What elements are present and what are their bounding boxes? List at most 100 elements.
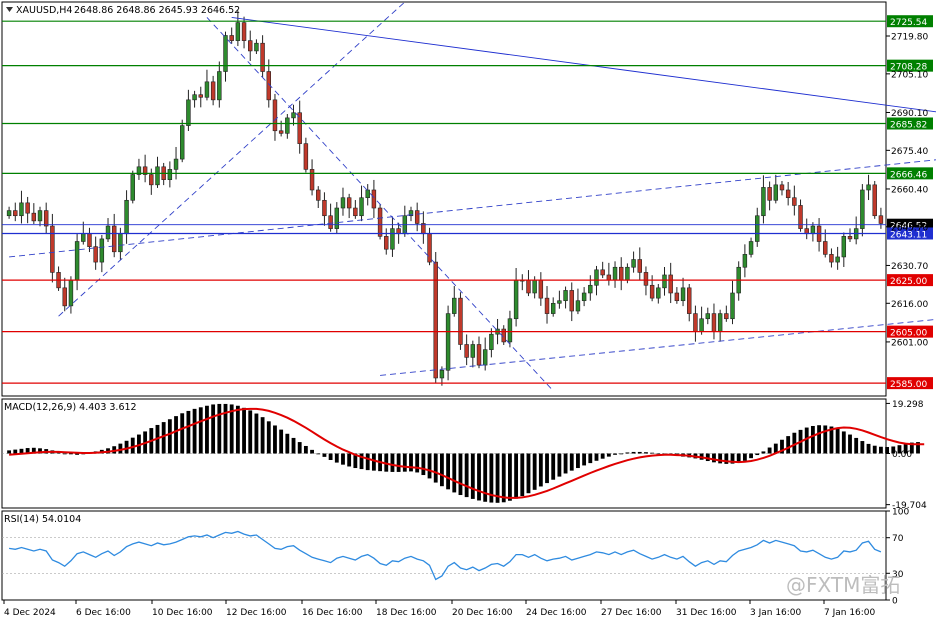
macd-histogram-bar — [75, 453, 80, 455]
candle — [550, 297, 556, 317]
bull-candle-body — [482, 349, 488, 366]
macd-histogram-bar — [625, 452, 630, 454]
macd-histogram-bar — [817, 425, 821, 454]
candle — [340, 187, 346, 216]
bull-candle-body — [470, 344, 476, 358]
macd-histogram-bar — [161, 422, 166, 454]
candle — [217, 61, 222, 108]
macd-histogram-bar — [712, 453, 716, 463]
bear-candle-body — [433, 261, 438, 379]
macd-histogram-bar — [427, 453, 432, 479]
macd-histogram-bar — [180, 413, 185, 454]
candle — [860, 184, 865, 237]
macd-histogram-bar — [576, 453, 580, 469]
macd-histogram-bar — [773, 443, 778, 454]
bear-candle-body — [384, 236, 389, 250]
macd-histogram-bar — [557, 453, 562, 477]
bull-candle-body — [755, 215, 760, 242]
chart-menu-triangle-icon[interactable] — [6, 7, 13, 12]
candle — [742, 244, 748, 278]
bear-candle-body — [328, 215, 333, 229]
candle — [489, 328, 494, 358]
macd-histogram-bar — [538, 453, 543, 487]
price-label-bg — [887, 59, 933, 72]
candle — [93, 236, 98, 270]
bull-candle-body — [130, 174, 135, 201]
price-label: 2685.82 — [890, 120, 927, 130]
bull-candle-body — [705, 313, 710, 320]
bear-candle-body — [229, 35, 234, 41]
candle — [581, 287, 587, 307]
macd-histogram-bar — [186, 410, 191, 454]
macd-histogram-bar — [742, 453, 747, 461]
bear-candle-body — [767, 187, 772, 201]
macd-histogram-bar — [409, 453, 413, 472]
bull-candle-body — [19, 202, 24, 217]
macd-histogram-bar — [285, 433, 290, 454]
bear-candle-body — [526, 279, 531, 294]
candle — [563, 286, 568, 309]
bear-candle-body — [248, 40, 253, 52]
main-panel-frame — [1, 1, 887, 397]
price-label: 2725.54 — [890, 18, 927, 28]
bull-candle-body — [105, 225, 111, 240]
bull-candle-body — [612, 266, 618, 281]
candle — [155, 156, 160, 188]
macd-histogram-bar — [19, 448, 24, 454]
bull-candle-body — [581, 292, 587, 302]
candle — [544, 286, 550, 324]
price-label-bg — [887, 377, 933, 390]
macd-histogram-bar — [656, 453, 661, 455]
macd-histogram-bar — [198, 407, 203, 454]
macd-histogram-bar — [718, 453, 723, 464]
bear-candle-body — [674, 292, 680, 302]
macd-histogram-bar — [266, 421, 271, 454]
candle — [730, 280, 735, 325]
macd-histogram-bar — [891, 446, 896, 454]
price-label: 2666.46 — [890, 170, 927, 180]
candle — [433, 252, 438, 384]
macd-histogram-bar — [112, 446, 117, 454]
candle — [359, 185, 364, 222]
bear-candle-body — [643, 272, 649, 286]
macd-histogram-bar — [13, 449, 18, 454]
candle — [656, 283, 661, 304]
bull-candle-body — [631, 259, 636, 268]
bear-candle-body — [25, 202, 30, 214]
candle — [445, 305, 451, 381]
candle — [507, 310, 513, 348]
macd-histogram-bar — [501, 453, 506, 503]
bull-candle-body — [254, 42, 259, 52]
macd-histogram-bar — [829, 426, 834, 454]
bear-candle-body — [272, 99, 278, 132]
macd-histogram-bar — [371, 453, 376, 471]
macd-histogram-bar — [909, 442, 914, 454]
bull-candle-body — [625, 266, 630, 281]
candle — [829, 248, 834, 268]
bull-candle-body — [841, 236, 847, 258]
candle — [291, 104, 296, 126]
price-label: 2643.11 — [890, 230, 927, 240]
bull-candle-body — [761, 187, 766, 217]
macd-histogram-bar — [328, 453, 333, 460]
macd-histogram-bar — [390, 453, 395, 472]
macd-signal-line — [9, 407, 925, 499]
candle — [631, 251, 636, 273]
bull-candle-body — [334, 207, 340, 229]
bear-candle-body — [427, 233, 432, 263]
bear-candle-body — [142, 166, 148, 175]
candle — [192, 90, 197, 108]
candle — [13, 202, 18, 222]
bull-candle-body — [81, 233, 86, 242]
candle — [37, 206, 43, 227]
bull-candle-body — [235, 22, 241, 41]
macd-histogram-bar — [130, 437, 135, 454]
macd-histogram-bar — [205, 405, 209, 454]
macd-histogram-bar — [137, 434, 141, 454]
candle — [254, 39, 259, 55]
bear-candle-body — [779, 184, 785, 191]
macd-histogram-bar — [446, 453, 451, 490]
candle — [755, 207, 760, 247]
